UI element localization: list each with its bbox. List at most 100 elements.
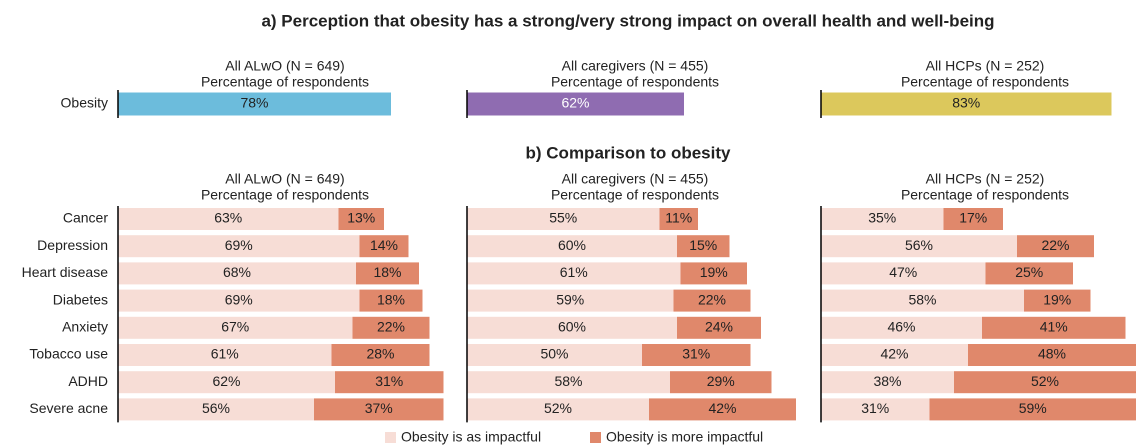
- panel-subheader: Percentage of respondents: [901, 187, 1069, 203]
- value-label: 29%: [707, 373, 735, 389]
- value-label: 31%: [861, 400, 889, 416]
- bar-segment: [670, 371, 772, 394]
- value-label: 11%: [665, 210, 692, 226]
- bar-segment: [118, 262, 356, 285]
- panel-subheader: Percentage of respondents: [201, 74, 369, 90]
- value-label: 47%: [889, 264, 917, 280]
- bar: [118, 92, 391, 116]
- value-label: 61%: [560, 264, 588, 280]
- category-label: ADHD: [68, 373, 108, 389]
- bar-segment: [821, 371, 954, 394]
- bar-segment: [943, 208, 1003, 230]
- bar-segment: [356, 262, 419, 285]
- value-label: 22%: [1041, 237, 1069, 253]
- category-label: Heart disease: [22, 264, 109, 280]
- value-label: 55%: [549, 210, 577, 226]
- bar-segment: [649, 398, 796, 421]
- value-label: 37%: [365, 400, 393, 416]
- value-label: 69%: [225, 291, 253, 307]
- bar-segment: [985, 262, 1073, 285]
- bar-segment: [359, 235, 409, 258]
- bar-segment: [677, 316, 761, 339]
- value-label: 58%: [908, 291, 936, 307]
- bar-segment: [677, 235, 730, 258]
- value-label: 48%: [1038, 346, 1066, 362]
- value-label: 50%: [540, 346, 568, 362]
- value-label: 83%: [952, 95, 980, 111]
- value-label: 60%: [558, 319, 586, 335]
- value-label: 38%: [873, 373, 901, 389]
- category-label: Cancer: [63, 210, 108, 226]
- value-label: 14%: [370, 237, 398, 253]
- bar-segment: [118, 316, 353, 339]
- bar-segment: [467, 235, 677, 258]
- bar-segment: [821, 289, 1024, 312]
- bar-segment: [118, 235, 360, 258]
- value-label: 31%: [375, 373, 403, 389]
- value-label: 18%: [373, 264, 401, 280]
- bar-segment: [467, 289, 674, 312]
- value-label: 28%: [366, 346, 394, 362]
- bar-segment: [821, 344, 968, 366]
- bar-segment: [821, 262, 986, 285]
- panel-header: All HCPs (N = 252): [926, 58, 1045, 74]
- value-label: 59%: [1019, 400, 1047, 416]
- value-label: 58%: [554, 373, 582, 389]
- panel-subheader: Percentage of respondents: [551, 74, 719, 90]
- bar-segment: [467, 371, 670, 394]
- value-label: 31%: [682, 346, 710, 362]
- value-label: 22%: [377, 319, 405, 335]
- panel-header: All caregivers (N = 455): [562, 171, 709, 187]
- value-label: 18%: [377, 291, 405, 307]
- category-label: Diabetes: [53, 291, 108, 307]
- panel-subheader: Percentage of respondents: [551, 187, 719, 203]
- bar-segment: [467, 344, 642, 366]
- value-label: 61%: [211, 346, 239, 362]
- value-label: 67%: [221, 319, 249, 335]
- value-label: 68%: [223, 264, 251, 280]
- category-label: Depression: [37, 237, 108, 253]
- bar-segment: [359, 289, 423, 312]
- panel-header: All ALwO (N = 649): [225, 58, 344, 74]
- bar-segment: [680, 262, 747, 285]
- category-label: Tobacco use: [29, 346, 108, 362]
- value-label: 13%: [347, 210, 375, 226]
- bar-segment: [467, 208, 660, 230]
- bar-segment: [118, 371, 335, 394]
- legend-label: Obesity is as impactful: [401, 429, 541, 445]
- value-label: 46%: [887, 319, 915, 335]
- value-label: 52%: [1031, 373, 1059, 389]
- value-label: 35%: [868, 210, 896, 226]
- category-label: Obesity: [61, 95, 108, 111]
- value-label: 59%: [556, 291, 584, 307]
- bar-segment: [954, 371, 1136, 394]
- panel-header: All HCPs (N = 252): [926, 171, 1045, 187]
- bar-segment: [659, 208, 698, 230]
- bar-segment: [929, 398, 1136, 421]
- bar-segment: [1024, 289, 1091, 312]
- panel-subheader: Percentage of respondents: [901, 74, 1069, 90]
- value-label: 60%: [558, 237, 586, 253]
- panel-header: All ALwO (N = 649): [225, 171, 344, 187]
- value-label: 19%: [700, 264, 728, 280]
- value-label: 22%: [698, 291, 726, 307]
- bar-segment: [821, 208, 944, 230]
- bar-segment: [352, 316, 430, 339]
- value-label: 56%: [202, 400, 230, 416]
- bar-segment: [642, 344, 751, 366]
- bar-segment: [467, 262, 681, 285]
- value-label: 42%: [880, 346, 908, 362]
- value-label: 52%: [544, 400, 572, 416]
- legend-label: Obesity is more impactful: [606, 429, 763, 445]
- bar-segment: [335, 371, 444, 394]
- value-label: 15%: [689, 237, 717, 253]
- value-label: 42%: [708, 400, 736, 416]
- value-label: 25%: [1015, 264, 1043, 280]
- legend-swatch: [590, 432, 601, 443]
- bar-segment: [118, 289, 360, 312]
- bar-segment: [118, 398, 314, 421]
- bar-segment: [331, 344, 430, 366]
- value-label: 69%: [225, 237, 253, 253]
- bar-segment: [968, 344, 1136, 366]
